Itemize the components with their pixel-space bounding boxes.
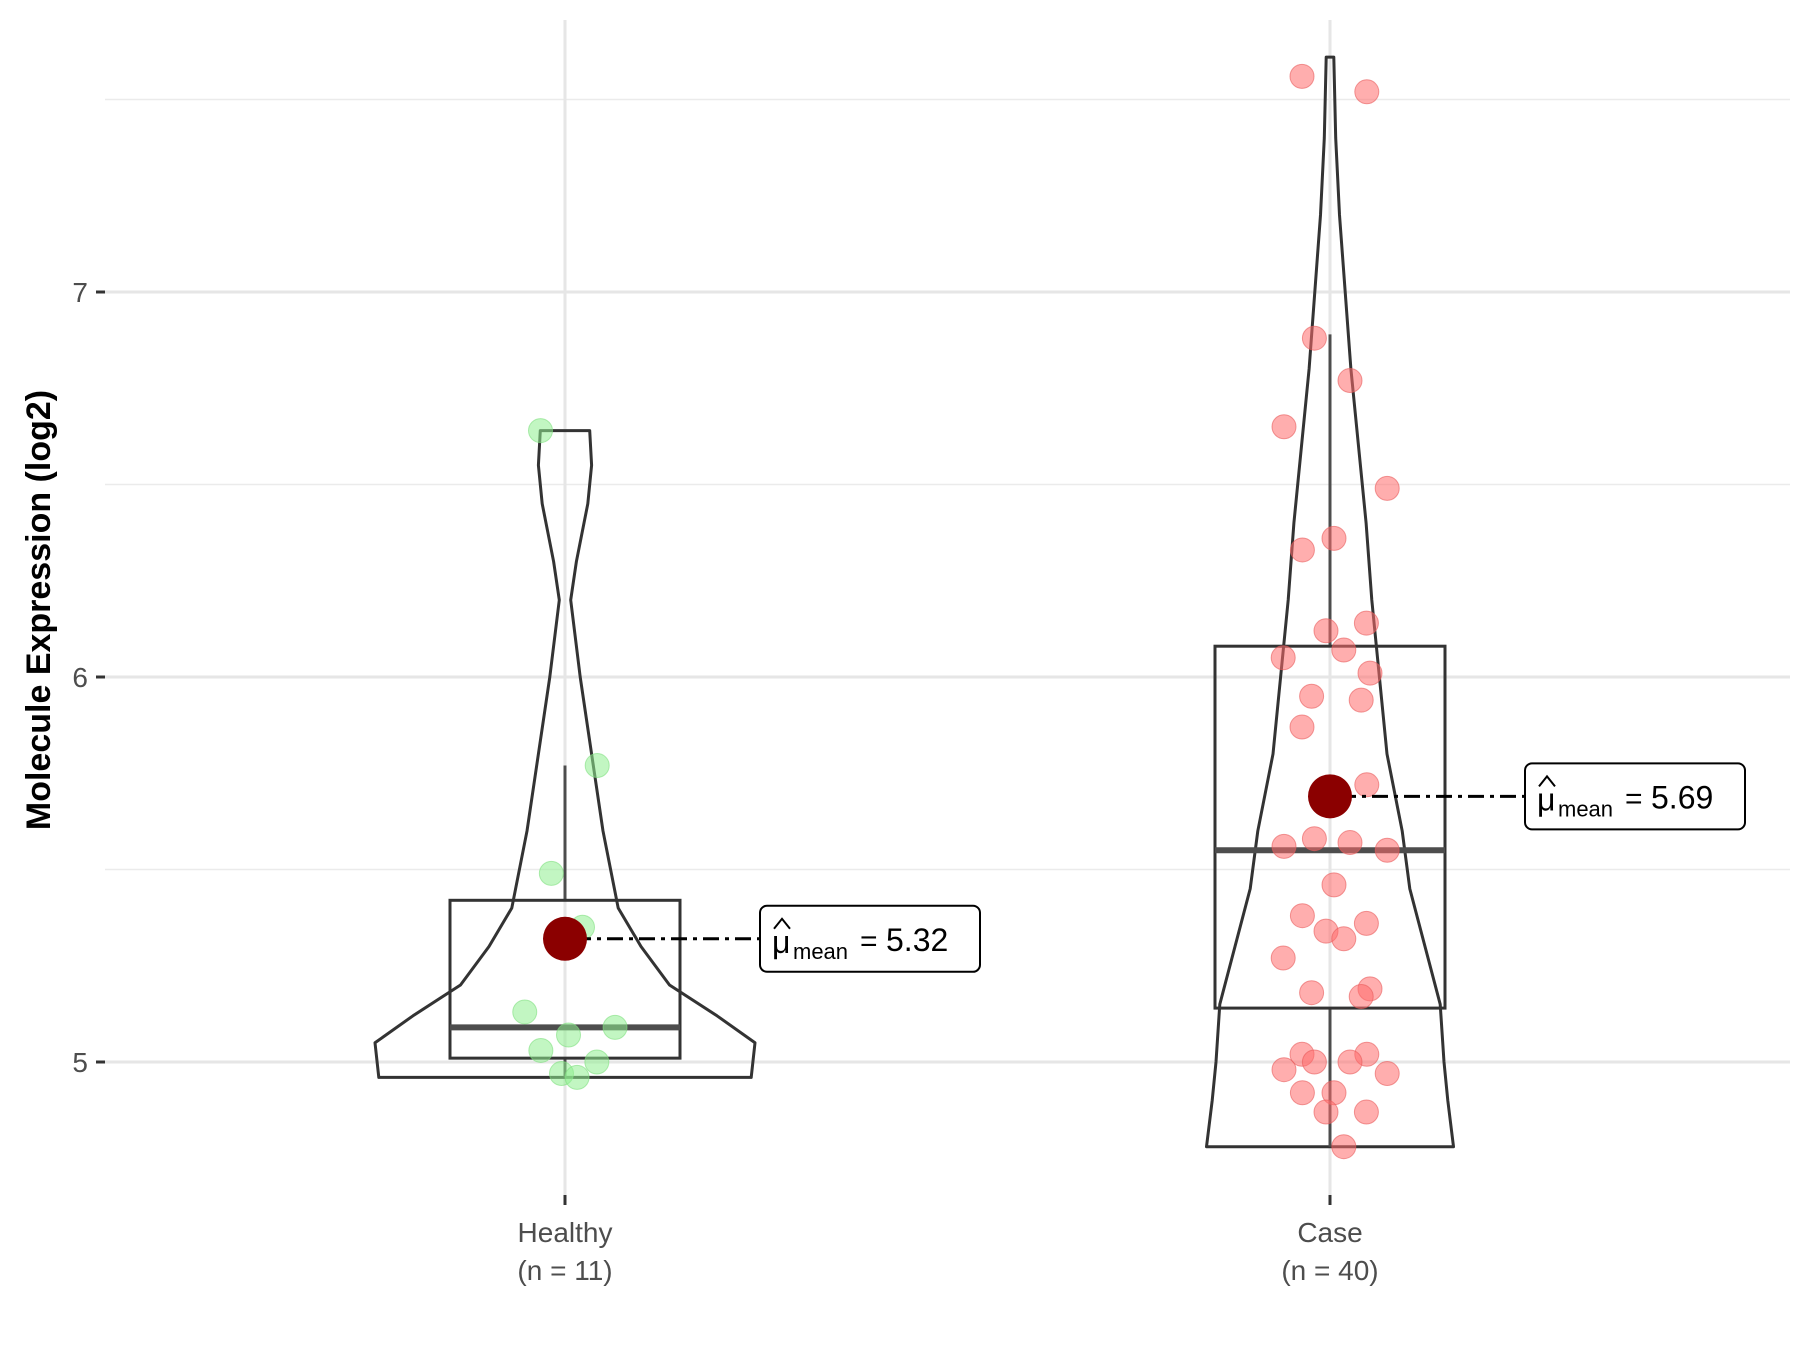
y-axis-label: Molecule Expression (log2) (20, 390, 58, 830)
data-point (1348, 984, 1374, 1010)
data-point (1331, 926, 1357, 952)
mean-point (1308, 774, 1352, 819)
x-tick-label: Case (1297, 1217, 1362, 1248)
data-point (1337, 368, 1363, 394)
box-healthy (448, 898, 682, 1060)
mean-layer: μ mean = 5.32μ mean = 5.69 (543, 762, 1746, 973)
mean-label-box (759, 904, 981, 973)
data-point (1313, 618, 1339, 644)
mean-equals: = (1625, 782, 1643, 815)
data-point (1289, 714, 1315, 740)
data-point (1353, 610, 1379, 636)
data-point (1353, 1099, 1379, 1125)
y-tick-label: 5 (72, 1047, 88, 1078)
data-point (1374, 475, 1400, 501)
grid-layer (105, 20, 1790, 1195)
mean-subscript: mean (1558, 796, 1613, 821)
y-tick-label: 7 (72, 277, 88, 308)
data-point (1357, 660, 1383, 686)
data-point (538, 860, 564, 886)
data-point (1337, 830, 1363, 856)
data-point (564, 1064, 590, 1090)
data-point (1299, 980, 1325, 1006)
data-point (1337, 1049, 1363, 1075)
mean-point (543, 916, 587, 961)
point-layer (512, 63, 1400, 1160)
data-point (1301, 325, 1327, 351)
data-point (1313, 1099, 1339, 1125)
data-point (1271, 1057, 1297, 1083)
mean-label-box (1524, 762, 1746, 831)
data-point (584, 1049, 610, 1075)
mean-hat (773, 917, 791, 930)
data-point (1321, 525, 1347, 551)
x-tick-label: Healthy (518, 1217, 613, 1248)
axis-layer: 5 6 7 Healthy (n = 11) Case (n = 40) (72, 277, 1378, 1286)
data-point (1353, 910, 1379, 936)
x-tick-n-label: (n = 11) (517, 1255, 612, 1286)
data-point (556, 1022, 581, 1048)
data-point (512, 999, 538, 1025)
mean-symbol: μ (772, 924, 790, 960)
data-point (1289, 903, 1315, 929)
data-point (1374, 1061, 1400, 1087)
data-point (1289, 63, 1315, 89)
violin-layer (373, 55, 1455, 1149)
mean-value: 5.32 (886, 922, 948, 958)
data-point (1270, 645, 1296, 671)
data-point (584, 753, 610, 779)
mean-subscript: mean (793, 939, 848, 964)
y-tick-label: 6 (72, 662, 88, 693)
mean-symbol: μ (1537, 781, 1555, 817)
mean-value: 5.69 (1651, 779, 1713, 815)
data-point (1331, 1134, 1357, 1160)
data-point (1270, 945, 1296, 971)
box-case (1213, 644, 1447, 1010)
data-point (1299, 683, 1325, 709)
data-point (1289, 1080, 1315, 1106)
data-point (1321, 872, 1347, 898)
mean-hat (1538, 774, 1556, 787)
data-point (1289, 537, 1315, 563)
data-point (528, 418, 553, 444)
x-tick-n-label: (n = 40) (1281, 1255, 1378, 1286)
data-point (1301, 1049, 1327, 1075)
data-point (1271, 833, 1297, 859)
data-point (1354, 79, 1380, 105)
data-point (528, 1037, 554, 1063)
data-point (1374, 837, 1400, 863)
data-point (1301, 826, 1327, 852)
data-point (1348, 687, 1374, 713)
data-point (1354, 772, 1380, 798)
data-point (602, 1014, 628, 1040)
mean-equals: = (860, 925, 878, 958)
data-point (1271, 414, 1297, 440)
data-point (1331, 637, 1357, 663)
